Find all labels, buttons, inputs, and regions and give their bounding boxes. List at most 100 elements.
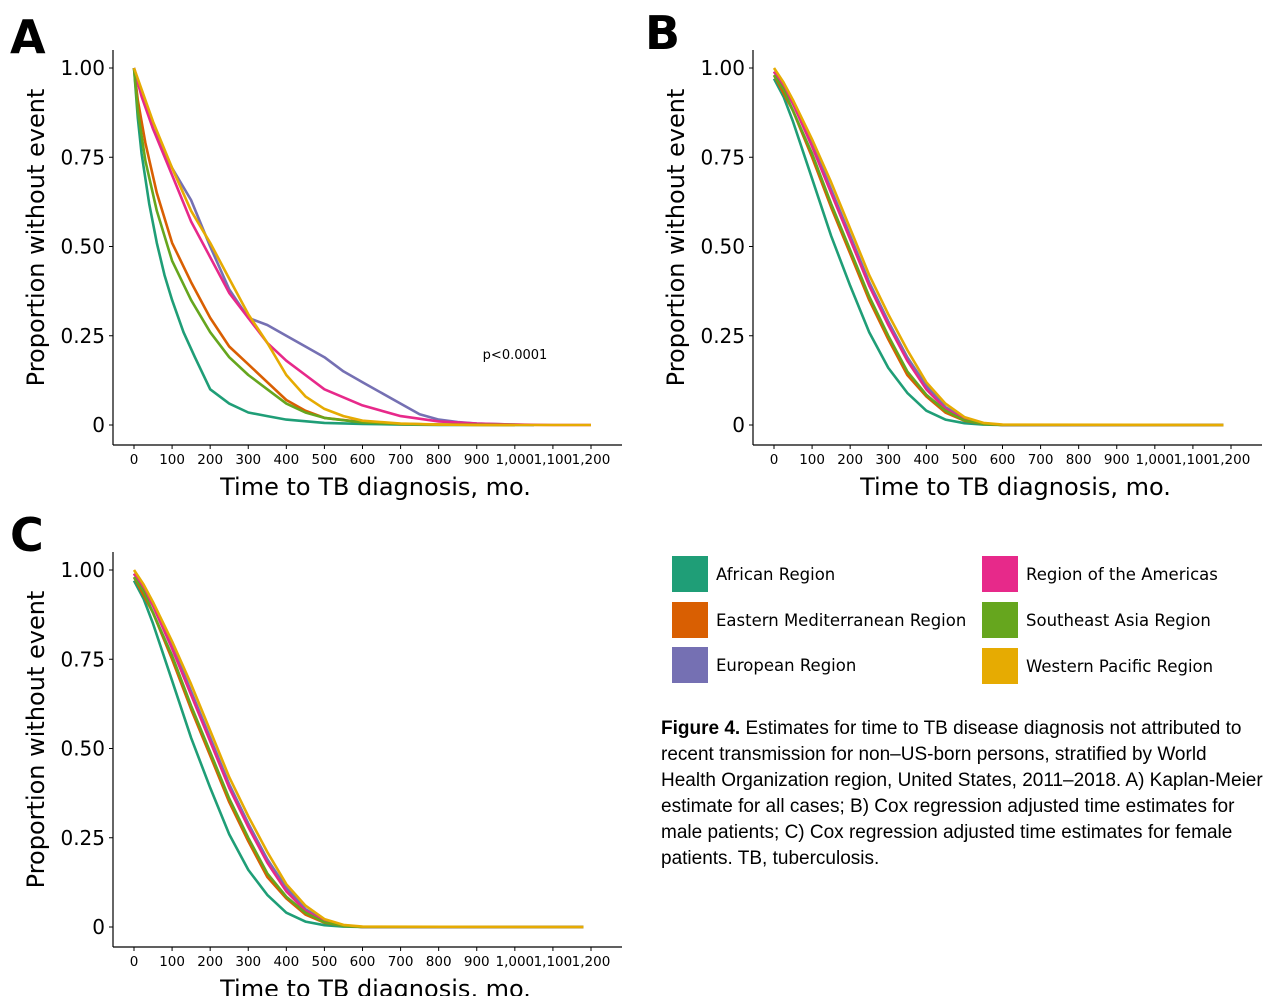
x-tick-label-a: 900 [464,452,490,468]
legend-label-western-pacific: Western Pacific Region [1026,656,1214,676]
legend-item-african: African Region [672,556,835,592]
x-tick-label-c: 300 [235,954,261,970]
y-tick-label-a: 0 [92,413,105,437]
x-tick-label-a: 0 [130,452,139,468]
y-tick-label-b: 0 [732,413,745,437]
y-tick-label-b: 0.75 [700,145,745,169]
series-line-eastern_med-b [772,74,1224,427]
panel-label-a: A [10,10,46,64]
x-tick-label-b: 400 [913,452,939,468]
chart-legend: African Region Region of the Americas Ea… [670,556,1270,686]
series-line-southeast_asia-b [772,74,1224,427]
x-tick-label-c: 1,000 [496,954,535,970]
x-tick-label-a: 1,100 [534,452,573,468]
legend-swatch-eastern-med [672,602,708,638]
legend-label-eastern-med: Eastern Mediterranean Region [716,610,967,630]
chart-panel-b: 0 0.25 0.50 0.75 1.00 0 100 200 300 400 500 600 700 8… [662,50,1262,500]
legend-label-european: European Region [716,655,857,675]
y-axis-label-a: Proportion without event [22,89,50,387]
y-tick-label-a: 0.50 [60,235,105,259]
x-tick-label-a: 700 [388,452,414,468]
figure-caption: Figure 4. Estimates for time to TB disea… [661,716,1266,872]
x-tick-label-c: 700 [388,954,414,970]
x-tick-label-b: 600 [990,452,1016,468]
x-tick-label-c: 600 [350,954,376,970]
legend-swatch-european [672,647,708,683]
series-line-western_pacific-b [772,67,1224,427]
legend-item-southeast-asia: Southeast Asia Region [982,602,1211,638]
series-line-eastern_med-c [132,576,584,929]
x-tick-label-b: 0 [770,452,779,468]
series-line-african-b [772,78,1224,427]
x-tick-label-b: 200 [837,452,863,468]
y-tick-label-c: 1.00 [60,558,105,582]
x-tick-label-a: 1,000 [496,452,535,468]
x-tick-label-c: 0 [130,954,139,970]
x-tick-label-b: 300 [875,452,901,468]
x-tick-label-c: 100 [159,954,185,970]
panel-label-b: B [645,6,681,60]
x-tick-label-c: 1,200 [572,954,611,970]
x-tick-label-c: 900 [464,954,490,970]
x-tick-label-b: 800 [1066,452,1092,468]
x-tick-label-c: 500 [312,954,338,970]
x-axis-label-b: Time to TB diagnosis, mo. [859,473,1171,500]
x-tick-label-b: 900 [1104,452,1130,468]
series-line-european-a [132,67,534,427]
x-tick-label-a: 400 [273,452,299,468]
series-line-european-c [132,572,584,929]
x-axis-label-c: Time to TB diagnosis, mo. [219,975,531,996]
series-line-western_pacific-c [132,569,584,929]
x-tick-label-c: 1,100 [534,954,573,970]
y-tick-label-c: 0.75 [60,647,105,671]
series-line-african-a [132,67,534,427]
series-line-americas-c [132,572,584,929]
series-line-americas-b [772,70,1224,427]
legend-swatch-african [672,556,708,592]
y-axis-label-c: Proportion without event [22,591,50,889]
legend-item-western-pacific: Western Pacific Region [982,648,1213,684]
x-tick-label-a: 200 [197,452,223,468]
y-tick-label-c: 0 [92,915,105,939]
legend-label-southeast-asia: Southeast Asia Region [1026,610,1211,630]
legend-item-eastern-med: Eastern Mediterranean Region [672,602,966,638]
y-tick-label-a: 0.25 [60,324,105,348]
y-tick-label-b: 0.50 [700,235,745,259]
x-tick-label-b: 1,100 [1174,452,1213,468]
legend-swatch-western-pacific [982,648,1018,684]
x-tick-label-b: 500 [952,452,978,468]
y-tick-label-b: 0.25 [700,324,745,348]
series-line-southeast_asia-c [132,576,584,929]
legend-swatch-southeast-asia [982,602,1018,638]
x-tick-label-a: 100 [159,452,185,468]
series-line-southeast_asia-a [132,67,515,427]
x-tick-label-a: 1,200 [572,452,611,468]
series-line-eastern_med-a [132,67,515,427]
x-tick-label-a: 800 [426,452,452,468]
series-line-western_pacific-a [132,67,591,427]
legend-swatch-americas [982,556,1018,592]
series-line-european-b [772,70,1224,427]
legend-item-european: European Region [672,647,856,683]
legend-item-americas: Region of the Americas [982,556,1218,592]
y-tick-label-c: 0.25 [60,826,105,850]
x-tick-label-b: 700 [1028,452,1054,468]
x-axis-label-a: Time to TB diagnosis, mo. [219,473,531,500]
chart-panel-c: 0 0.25 0.50 0.75 1.00 0 100 200 300 400 500 600 700 8… [22,552,622,996]
y-tick-label-b: 1.00 [700,56,745,80]
x-tick-label-b: 100 [799,452,825,468]
y-tick-label-c: 0.50 [60,737,105,761]
figure-caption-label: Figure 4. [661,718,741,739]
legend-label-african: African Region [716,564,836,584]
x-tick-label-a: 600 [350,452,376,468]
y-tick-label-a: 1.00 [60,56,105,80]
x-tick-label-b: 1,000 [1136,452,1175,468]
figure-caption-text: Estimates for time to TB disease diagnos… [661,718,1263,869]
x-tick-label-c: 400 [273,954,299,970]
y-axis-label-b: Proportion without event [662,89,690,387]
x-tick-label-c: 800 [426,954,452,970]
x-tick-label-a: 300 [235,452,261,468]
chart-panel-a: 0 0.25 0.50 0.75 1.00 0 100 200 300 400 500 600 700 8… [22,50,622,500]
y-tick-label-a: 0.75 [60,145,105,169]
x-tick-label-b: 1,200 [1212,452,1251,468]
